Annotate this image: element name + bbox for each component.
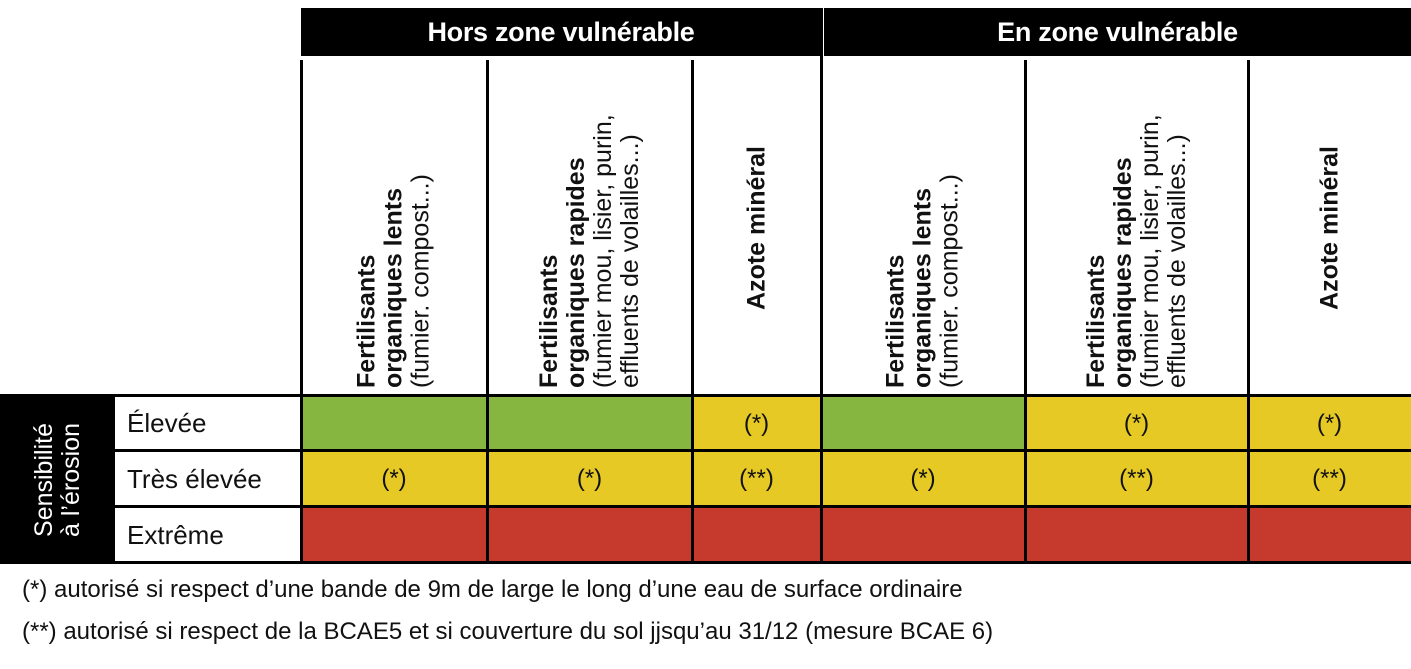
grid-vline-2 [691,60,694,564]
cell-r1-c4 [821,396,1025,451]
column-header-2-normal1: (fumier mou, lisier, purin, [588,114,617,388]
side-label-sensibilite: Sensibilité à l’érosion [0,396,115,563]
cell-r2-c1: (*) [301,451,487,507]
cell-r2-c3-text: (**) [739,465,774,492]
column-header-2-bold1: Fertilisants [534,254,563,388]
column-header-3-bold1: Azote minéral [742,146,770,310]
column-header-5-bold2: organiques rapides [1108,157,1137,388]
row-label-tres-elevee-text: Très élevée [127,463,262,494]
group-header-hors-zone: Hors zone vulnérable [301,8,821,56]
column-header-2: Fertilisants organiques rapides (fumier … [487,60,692,396]
group-header-hors-zone-label: Hors zone vulnérable [427,16,695,47]
footnote-1-text: (*) autorisé si respect d’une bande de 9… [22,576,963,603]
cell-r3-c4 [821,507,1025,563]
cell-r2-c6-text: (**) [1312,465,1347,492]
grid-line-row1 [115,449,1411,452]
column-header-4: Fertilisants organiques lents (fumier. c… [821,60,1025,396]
cell-r2-c5: (**) [1025,451,1248,507]
column-header-1-normal1: (fumier. compost...) [406,174,435,388]
cell-r2-c5-text: (**) [1119,465,1154,492]
column-header-1-bold2: organiques lents [379,187,408,388]
cell-r1-c6: (*) [1248,396,1411,451]
cell-r2-c3: (**) [692,451,821,507]
row-label-elevee: Élevée [115,396,301,451]
footnote-2: (**) autorisé si respect de la BCAE5 et … [22,618,993,646]
side-label-line1: Sensibilité [29,422,58,537]
cell-r1-c5-text: (*) [1123,409,1150,437]
row-label-elevee-text: Élevée [127,408,207,438]
column-header-4-bold2: organiques lents [908,187,937,388]
grid-vline-4 [1024,60,1027,564]
group-header-en-zone-label: En zone vulnérable [997,16,1238,47]
side-label-line2: à l’érosion [56,422,85,537]
cell-r2-c1-text: (*) [381,465,407,492]
cell-r3-c5 [1025,507,1248,563]
grid-line-row2 [115,505,1411,508]
row-label-extreme: Extrême [115,507,301,563]
column-header-2-bold2: organiques rapides [561,157,590,388]
column-header-1-bold1: Fertilisants [352,254,381,388]
cell-r3-c2 [487,507,692,563]
row-label-tres-elevee: Très élevée [115,451,301,507]
cell-r2-c6: (**) [1248,451,1411,507]
column-header-5-bold1: Fertilisants [1081,254,1110,388]
grid-vline-3 [820,8,823,564]
cell-r1-c3-text: (*) [743,409,770,437]
cell-r2-c4-text: (*) [910,465,936,492]
column-header-5: Fertilisants organiques rapides (fumier … [1025,60,1248,396]
grid-vline-5 [1247,60,1250,564]
column-header-1: Fertilisants organiques lents (fumier. c… [301,60,487,396]
column-header-4-bold1: Fertilisants [881,254,910,388]
cell-r2-c4: (*) [821,451,1025,507]
footnote-1: (*) autorisé si respect d’une bande de 9… [22,576,963,604]
cell-r2-c2-text: (*) [576,465,603,492]
column-header-3: Azote minéral [692,60,821,396]
grid-vline-1 [486,60,489,564]
grid-line-header-bottom [0,394,1411,397]
column-header-2-normal2: effluents de volailles...) [615,134,644,388]
cell-r1-c2 [487,396,692,451]
column-header-5-normal1: (fumier mou, lisier, purin, [1135,114,1164,388]
column-header-4-normal1: (fumier. compost...) [935,174,964,388]
column-header-5-normal2: effluents de volailles...) [1162,134,1191,388]
cell-r1-c3: (*) [692,396,821,451]
cell-r1-c5: (*) [1025,396,1248,451]
cell-r3-c6 [1248,507,1411,563]
cell-r1-c1 [301,396,487,451]
row-label-extreme-text: Extrême [127,519,224,550]
grid-vline-0 [300,60,303,564]
cell-r1-c6-text: (*) [1316,409,1343,437]
cell-r3-c1 [301,507,487,563]
column-header-6: Azote minéral [1248,60,1411,396]
cell-r2-c2: (*) [487,451,692,507]
grid-line-bottom [0,561,1411,564]
cell-r3-c3 [692,507,821,563]
footnote-2-text: (**) autorisé si respect de la BCAE5 et … [22,618,994,645]
column-header-6-bold1: Azote minéral [1315,146,1343,310]
group-header-en-zone: En zone vulnérable [824,8,1411,56]
